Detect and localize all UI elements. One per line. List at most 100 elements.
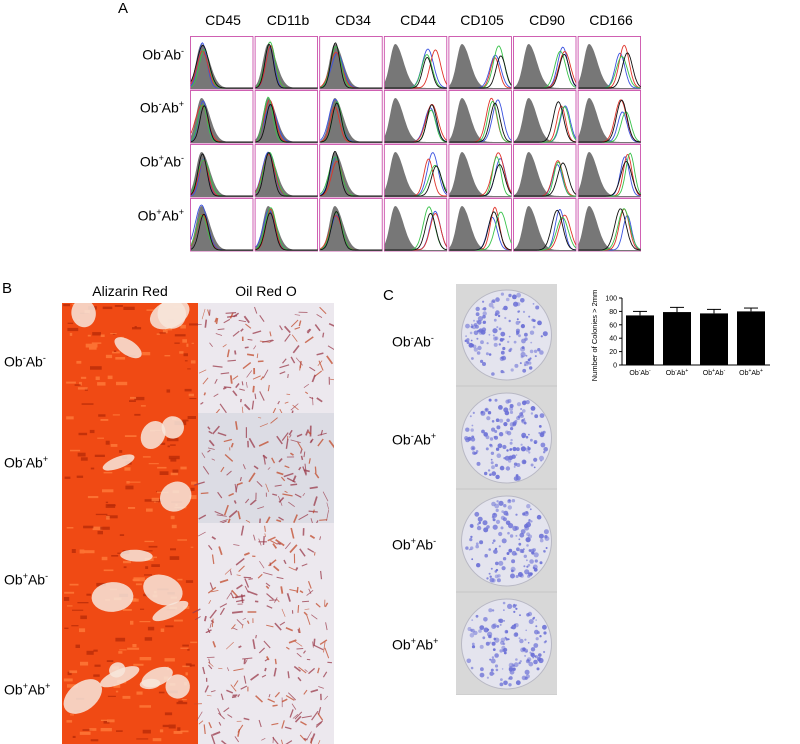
colony-dot [501, 566, 506, 571]
colony-dot [539, 413, 545, 418]
flow-histogram-grid [190, 36, 642, 252]
colony-dot [535, 625, 538, 628]
colony-dot [520, 411, 524, 415]
label-text: Ab [161, 99, 179, 116]
colony-dot [471, 424, 474, 427]
colony-dot [488, 353, 492, 356]
colony-dot [524, 361, 529, 366]
colony-dot [540, 459, 542, 462]
colony-dot [483, 627, 489, 633]
colony-dot [507, 638, 510, 641]
colony-dot [536, 667, 540, 671]
colony-dot [515, 474, 519, 477]
colony-dot [486, 676, 489, 679]
sample-histogram-line [320, 42, 383, 89]
colony-dot [502, 601, 506, 605]
label-text: Ab [27, 571, 46, 588]
colony-dot [520, 408, 523, 410]
isotype-histogram [384, 152, 447, 197]
colony-dot [493, 342, 498, 347]
isotype-histogram [384, 44, 447, 89]
colony-dot [465, 323, 470, 329]
isotype-histogram [514, 152, 576, 197]
colony-dot [525, 400, 530, 405]
panel-c-row-label: Ob-Ab+ [392, 431, 436, 448]
colony-dot [518, 334, 521, 338]
colony-dot [525, 447, 530, 452]
colony-dot [540, 335, 543, 338]
colony-dot [469, 331, 473, 335]
sample-histogram-line [190, 105, 253, 143]
colony-dot [491, 299, 496, 303]
histogram-cell [319, 198, 383, 252]
colony-dot [502, 338, 505, 341]
sample-histogram-line [320, 211, 383, 251]
colony-dot [465, 546, 469, 550]
label-text: Ab [27, 681, 46, 698]
label-text: Ob [392, 636, 411, 653]
colony-dot [529, 330, 535, 335]
panel-a-row-label: Ob-Ab+ [140, 99, 184, 116]
colony-dot [521, 419, 526, 424]
sample-histogram-line [384, 104, 447, 143]
colony-dot [511, 499, 516, 503]
colony-dot [511, 550, 517, 556]
colony-dot [529, 559, 534, 564]
colony-dot [530, 412, 534, 415]
colony-dot [521, 346, 525, 350]
colony-dot [507, 340, 510, 344]
marker-header-cd34: CD34 [335, 12, 371, 28]
colony-dot [479, 644, 484, 649]
colony-dot [516, 475, 521, 481]
colony-dot [487, 469, 491, 472]
label-text: Ob [139, 153, 159, 170]
colony-dot [545, 547, 548, 549]
colony-dot [533, 659, 538, 665]
colony-dot [507, 399, 512, 403]
label-text: Ob [137, 207, 157, 224]
colony-dot [498, 343, 501, 346]
colony-dot [530, 647, 536, 652]
colony-dot [544, 536, 550, 541]
colony-dot [519, 362, 522, 365]
colony-dot [530, 520, 533, 523]
colony-dot [475, 324, 479, 329]
colony-dot [510, 573, 515, 579]
colony-dot [534, 355, 537, 358]
colony-dot [510, 448, 513, 451]
colony-dot [493, 637, 497, 641]
alizarin-red-image [62, 413, 198, 523]
isotype-histogram [384, 98, 447, 143]
differentiation-stain-images [62, 303, 334, 744]
colony-dot [510, 438, 513, 442]
histogram-cell [513, 90, 577, 144]
label-superscript: - [158, 99, 162, 109]
colony-dot [504, 629, 509, 634]
colony-dot [471, 324, 477, 330]
colony-dot [510, 626, 513, 629]
colony-dot [474, 511, 480, 517]
colony-dot [538, 533, 544, 539]
colony-dot [494, 653, 499, 658]
colony-dot [494, 463, 498, 467]
colony-dot [492, 512, 498, 518]
isotype-histogram [320, 98, 383, 143]
colony-dot [476, 461, 481, 466]
colony-dot [512, 664, 516, 668]
colony-dot [513, 632, 519, 637]
sample-histogram-line [320, 150, 383, 197]
colony-dot [521, 435, 525, 439]
histogram-cell [383, 144, 448, 198]
colony-dot [470, 325, 474, 329]
alizarin-red-header: Alizarin Red [92, 283, 168, 299]
colony-dot [495, 519, 501, 524]
colony-dot [491, 624, 497, 629]
label-superscript: + [158, 153, 164, 163]
oil-red-o-image [192, 523, 334, 638]
colony-dot [494, 664, 499, 668]
colony-dot [510, 427, 514, 431]
colony-dot [500, 331, 506, 337]
colony-dot [533, 457, 538, 462]
colony-dot [509, 534, 514, 538]
panel-b-row-label: Ob+Ab+ [4, 681, 50, 698]
